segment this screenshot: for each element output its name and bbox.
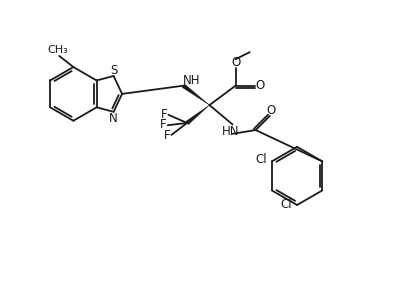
Polygon shape bbox=[186, 105, 209, 124]
Text: O: O bbox=[231, 56, 240, 69]
Text: HN: HN bbox=[222, 125, 240, 138]
Text: Cl: Cl bbox=[256, 153, 267, 166]
Text: F: F bbox=[161, 108, 167, 121]
Text: CH₃: CH₃ bbox=[48, 44, 68, 55]
Text: F: F bbox=[160, 118, 166, 131]
Text: F: F bbox=[164, 129, 170, 142]
Text: S: S bbox=[111, 64, 118, 77]
Text: NH: NH bbox=[183, 74, 200, 87]
Text: O: O bbox=[255, 79, 264, 92]
Text: Cl: Cl bbox=[281, 198, 292, 212]
Polygon shape bbox=[182, 84, 209, 105]
Text: N: N bbox=[109, 112, 118, 125]
Text: O: O bbox=[267, 104, 276, 117]
